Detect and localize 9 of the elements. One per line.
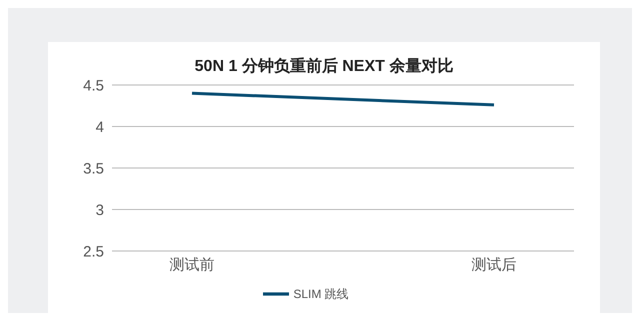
- legend-label: SLIM 跳线: [293, 287, 349, 302]
- y-tick-label: 3.5: [83, 160, 104, 178]
- y-tick-label: 3: [96, 202, 104, 219]
- x-tick-label: 测试前: [170, 256, 214, 274]
- chart-title: 50N 1 分钟负重前后 NEXT 余量对比: [194, 56, 454, 77]
- y-tick-label: 4: [96, 118, 104, 136]
- y-tick-label: 4.5: [83, 77, 104, 94]
- x-tick-label: 测试后: [472, 256, 516, 274]
- y-tick-label: 2.5: [83, 243, 104, 260]
